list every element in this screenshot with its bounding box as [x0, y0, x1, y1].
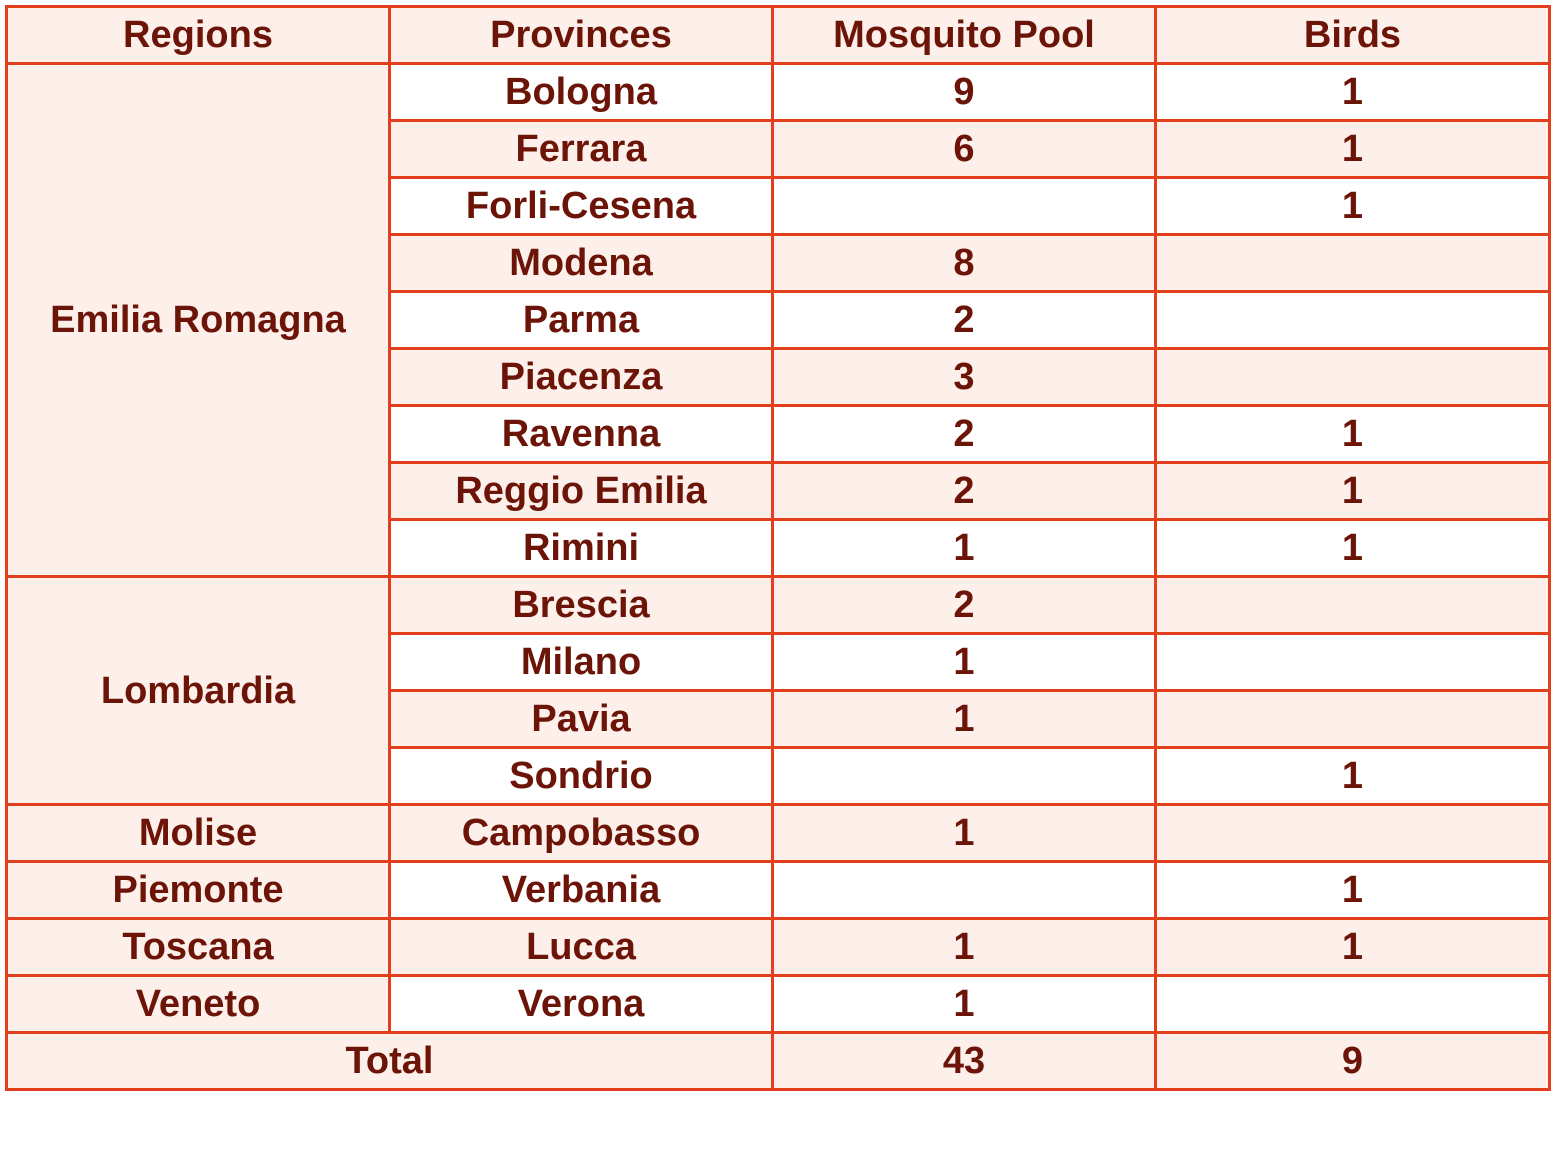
table-row: Piemonte Verbania 1 — [5, 860, 1551, 920]
mosquito-cell — [771, 746, 1157, 806]
surveillance-table: Regions Provinces Mosquito Pool Birds Em… — [5, 5, 1551, 1091]
table-row: Ravenna 2 1 — [7, 404, 1551, 464]
birds-cell: 1 — [1154, 917, 1551, 977]
header-provinces: Provinces — [388, 5, 774, 65]
province-cell: Rimini — [388, 518, 774, 578]
province-cell: Pavia — [388, 689, 774, 749]
header-mosquito-pool: Mosquito Pool — [771, 5, 1157, 65]
birds-cell — [1154, 689, 1551, 749]
birds-cell — [1154, 347, 1551, 407]
table-row: Lombardia Brescia 2 — [5, 575, 1551, 806]
birds-cell — [1154, 290, 1551, 350]
total-row: Total 43 9 — [5, 1031, 1551, 1091]
province-cell: Lucca — [388, 917, 774, 977]
region-cell: Emilia Romagna — [5, 62, 391, 578]
province-cell: Bologna — [388, 62, 774, 122]
table-row: Emilia Romagna Bologna 9 1 — [5, 62, 1551, 578]
birds-cell — [1154, 233, 1551, 293]
birds-cell — [1154, 803, 1551, 863]
mosquito-cell: 1 — [771, 689, 1157, 749]
table-row: Toscana Lucca 1 1 — [5, 917, 1551, 977]
header-row: Regions Provinces Mosquito Pool Birds — [5, 5, 1551, 65]
mosquito-cell: 2 — [771, 404, 1157, 464]
total-birds: 9 — [1154, 1031, 1551, 1091]
region-cell: Molise — [5, 803, 391, 863]
province-cell: Parma — [388, 290, 774, 350]
table-row: Pavia 1 — [7, 689, 1551, 749]
region-cell: Toscana — [5, 917, 391, 977]
province-cell: Verona — [388, 974, 774, 1034]
mosquito-cell: 1 — [771, 974, 1157, 1034]
province-cell: Reggio Emilia — [388, 461, 774, 521]
region-cell: Lombardia — [5, 575, 391, 806]
table-row: Rimini 1 1 — [7, 518, 1551, 578]
table-row: Reggio Emilia 2 1 — [7, 461, 1551, 521]
total-mosquito: 43 — [771, 1031, 1157, 1091]
birds-cell — [1154, 974, 1551, 1034]
province-cell: Ferrara — [388, 119, 774, 179]
province-cell: Forli-Cesena — [388, 176, 774, 236]
province-cell: Piacenza — [388, 347, 774, 407]
birds-cell: 1 — [1154, 119, 1551, 179]
birds-cell: 1 — [1154, 404, 1551, 464]
province-cell: Modena — [388, 233, 774, 293]
table-row: Molise Campobasso 1 — [5, 803, 1551, 863]
province-cell: Ravenna — [388, 404, 774, 464]
birds-cell: 1 — [1154, 860, 1551, 920]
province-cell: Verbania — [388, 860, 774, 920]
table-row: Milano 1 — [7, 632, 1551, 692]
region-cell: Veneto — [5, 974, 391, 1034]
birds-cell: 1 — [1154, 746, 1551, 806]
birds-cell: 1 — [1154, 62, 1551, 122]
birds-cell — [1154, 575, 1551, 635]
total-label: Total — [5, 1031, 774, 1091]
birds-cell: 1 — [1154, 176, 1551, 236]
header-birds: Birds — [1154, 5, 1551, 65]
mosquito-cell: 1 — [771, 917, 1157, 977]
province-cell: Brescia — [388, 575, 774, 635]
mosquito-cell — [771, 176, 1157, 236]
mosquito-cell: 1 — [771, 803, 1157, 863]
table-row: Veneto Verona 1 — [5, 974, 1551, 1034]
table-row: Forli-Cesena 1 — [7, 176, 1551, 236]
header-regions: Regions — [5, 5, 391, 65]
mosquito-cell: 8 — [771, 233, 1157, 293]
province-cell: Campobasso — [388, 803, 774, 863]
region-cell: Piemonte — [5, 860, 391, 920]
table-row: Ferrara 6 1 — [7, 119, 1551, 179]
table-row: Modena 8 — [7, 233, 1551, 293]
province-cell: Milano — [388, 632, 774, 692]
mosquito-cell — [771, 860, 1157, 920]
table-row: Sondrio 1 — [7, 746, 1551, 806]
mosquito-cell: 1 — [771, 518, 1157, 578]
mosquito-cell: 3 — [771, 347, 1157, 407]
mosquito-cell: 2 — [771, 290, 1157, 350]
mosquito-cell: 2 — [771, 461, 1157, 521]
mosquito-cell: 1 — [771, 632, 1157, 692]
province-cell: Sondrio — [388, 746, 774, 806]
birds-cell — [1154, 632, 1551, 692]
mosquito-cell: 9 — [771, 62, 1157, 122]
birds-cell: 1 — [1154, 461, 1551, 521]
mosquito-cell: 2 — [771, 575, 1157, 635]
birds-cell: 1 — [1154, 518, 1551, 578]
table-row: Piacenza 3 — [7, 347, 1551, 407]
mosquito-cell: 6 — [771, 119, 1157, 179]
table-row: Parma 2 — [7, 290, 1551, 350]
